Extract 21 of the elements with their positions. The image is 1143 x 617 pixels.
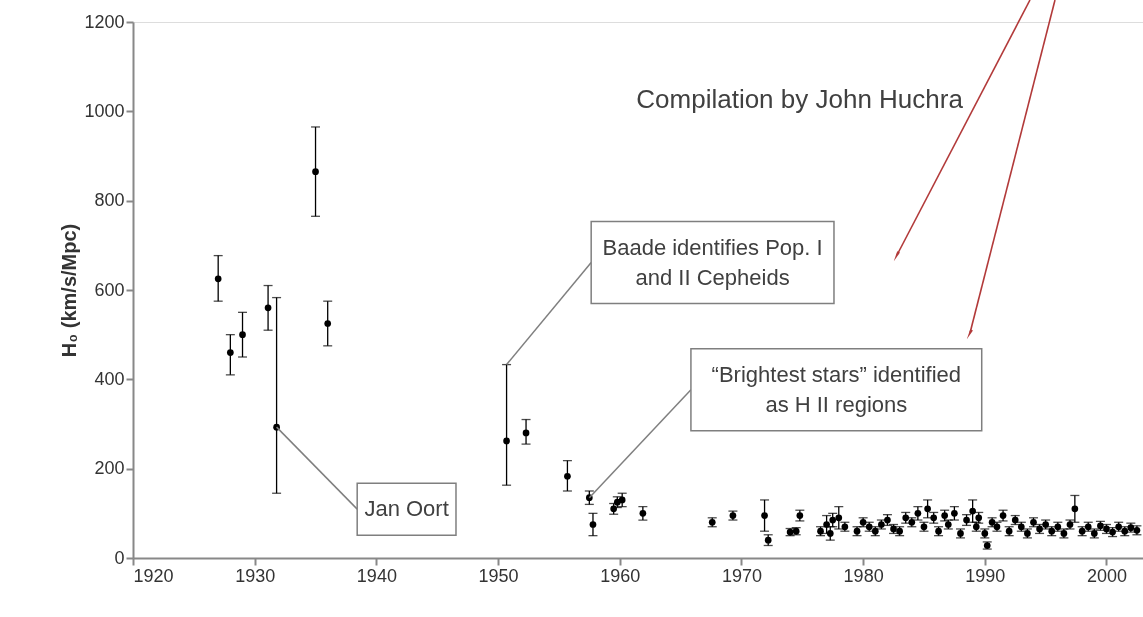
y-tick-label: 400 — [94, 368, 125, 389]
x-tick-label: 1930 — [235, 565, 276, 586]
y-tick-label: 1000 — [84, 100, 125, 121]
x-tick-label: 1950 — [478, 565, 519, 586]
y-tick-label: 600 — [94, 279, 125, 300]
x-tick-label: 1980 — [843, 565, 884, 586]
y-tick-label: 1200 — [84, 11, 125, 32]
y-tick-label: 200 — [94, 458, 125, 479]
annotation: Baade identifies Pop. I and II Cepheids — [602, 234, 823, 290]
y-axis-title: H₀ (km/s/Mpc) — [58, 223, 81, 358]
x-tick-label: 1920 — [133, 565, 174, 586]
x-tick-label: 1960 — [600, 565, 641, 586]
x-tick-label: 1990 — [965, 565, 1006, 586]
y-tick-label: 800 — [94, 190, 125, 211]
x-tick-label: 1940 — [356, 565, 397, 586]
x-tick-label: 1970 — [721, 565, 762, 586]
annotation: “Brightest stars” identified as H II regions — [711, 361, 962, 417]
annotation: Jan Oort — [364, 496, 449, 522]
x-tick-label: 2000 — [1086, 565, 1128, 586]
annotation: Compilation by John Huchra — [636, 84, 964, 114]
y-tick-label: 0 — [114, 547, 125, 568]
